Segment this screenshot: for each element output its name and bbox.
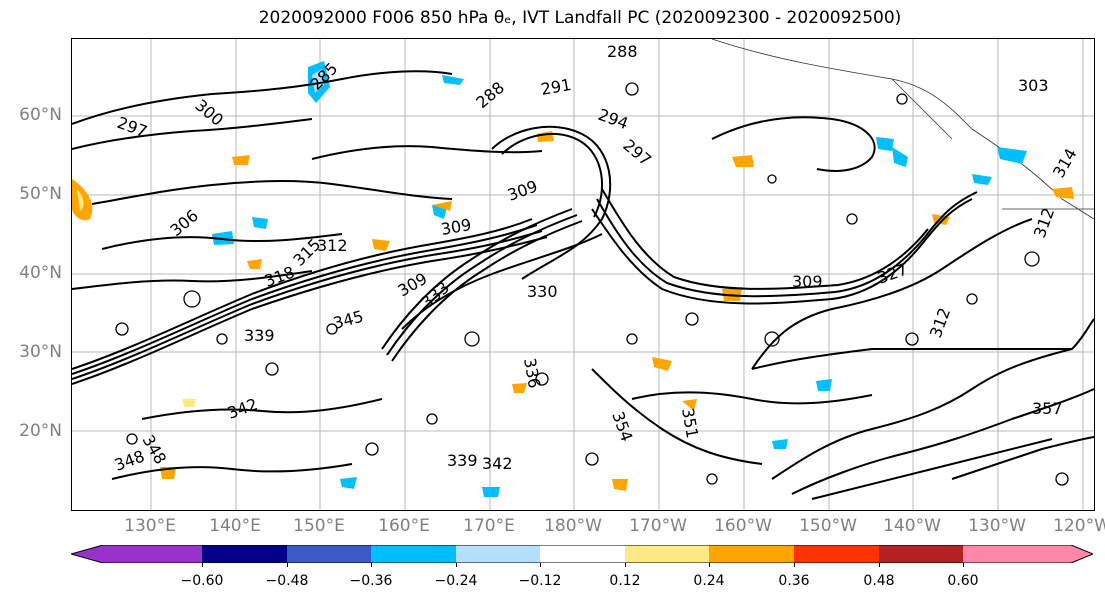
colorbar-tick-mark [963,563,964,567]
contour-map: 285 288 288 291 294 297 297 300 303 306 … [72,39,1094,510]
map-panel: 285 288 288 291 294 297 297 300 303 306 … [71,38,1095,511]
colorbar-tick-label: −0.60 [180,573,224,589]
contour-label: 348 [112,446,147,474]
colorbar-segment [456,545,540,563]
colorbar-segment [879,545,963,563]
colorbar-tick-mark [540,563,541,567]
colorbar-tick-mark [287,563,288,567]
colorbar-tick-mark [794,563,795,567]
contour-label: 339 [447,451,478,470]
lon-label-150e: 150°E [293,516,345,536]
lon-label-140w: 140°W [883,516,941,536]
contour-label: 297 [619,136,655,170]
colorbar [71,545,1093,563]
contour-label: 327 [875,259,910,287]
graticule [72,39,1094,510]
contour-label: 306 [166,206,202,240]
colorbar-tick-label: 0.60 [947,573,979,589]
contour-label: 312 [1030,205,1058,240]
contour-label: 342 [225,394,260,422]
contour-label: 303 [1018,76,1049,95]
contour-label: 300 [191,96,227,130]
lat-label-50n: 50°N [19,184,62,204]
lat-label-30n: 30°N [19,342,62,362]
colorbar-segment [202,545,287,563]
coastlines [711,39,1094,220]
contour-label: 309 [439,215,472,239]
lon-label-130e: 130°E [124,516,176,536]
lon-label-150w: 150°W [799,516,857,536]
colorbar-tick-label: −0.48 [265,573,309,589]
lon-label-170e: 170°E [463,516,515,536]
colorbar-segment [625,545,709,563]
map-title: 2020092000 F006 850 hPa θₑ, IVT Landfall… [258,8,902,28]
colorbar-segment [794,545,879,563]
contour-label: 314 [1049,145,1081,181]
small-contours [115,82,1069,486]
colorbar-tick-label: −0.36 [349,573,393,589]
lat-label-60n: 60°N [19,105,62,125]
colorbar-segment [540,545,625,563]
contour-label: 309 [792,272,823,291]
colorbar-tick-mark [879,563,880,567]
lon-label-180w: 180°W [544,516,602,536]
colorbar-tick-mark [625,563,626,567]
contour-label: 339 [244,326,275,345]
colorbar-tick-label: 0.48 [863,573,895,589]
contour-label: 357 [1032,399,1063,418]
contour-label: 297 [115,113,150,141]
colorbar-segment [71,545,202,563]
contour-label: 342 [482,454,513,473]
colorbar-tick-label: −0.12 [518,573,562,589]
contour-label: 288 [472,78,508,112]
contour-label: 294 [596,105,631,133]
contour-label: 291 [539,75,572,99]
contour-label: 318 [262,262,297,290]
lon-label-120w: 120°W [1053,516,1105,536]
lat-label-20n: 20°N [19,421,62,441]
contour-label: 354 [608,409,636,444]
contour-label: 330 [527,282,558,301]
lon-label-160w: 160°W [714,516,772,536]
contour-label: 312 [317,236,348,255]
colorbar-segment [371,545,456,563]
lon-label-170w: 170°W [629,516,687,536]
contour-label: 288 [607,42,638,61]
pc-shading [72,61,1074,497]
colorbar-segment [287,545,371,563]
contour-label: 309 [505,176,540,204]
lon-label-160e: 160°E [378,516,430,536]
contour-label: 345 [331,307,365,333]
colorbar-tick-mark [371,563,372,567]
colorbar-tick-label: −0.24 [434,573,478,589]
colorbar-tick-label: 0.36 [778,573,810,589]
lon-label-130w: 130°W [968,516,1026,536]
lat-label-40n: 40°N [19,263,62,283]
colorbar-segment [963,545,1093,563]
colorbar-tick-mark [202,563,203,567]
contour-label: 351 [678,406,702,439]
colorbar-tick-mark [456,563,457,567]
colorbar-segment [709,545,794,563]
theta-e-contours [72,70,1094,500]
colorbar-tick-label: 0.12 [609,573,641,589]
contour-label: 312 [926,305,954,340]
lon-label-140e: 140°E [209,516,261,536]
colorbar-tick-label: 0.24 [693,573,725,589]
colorbar-tick-mark [709,563,710,567]
